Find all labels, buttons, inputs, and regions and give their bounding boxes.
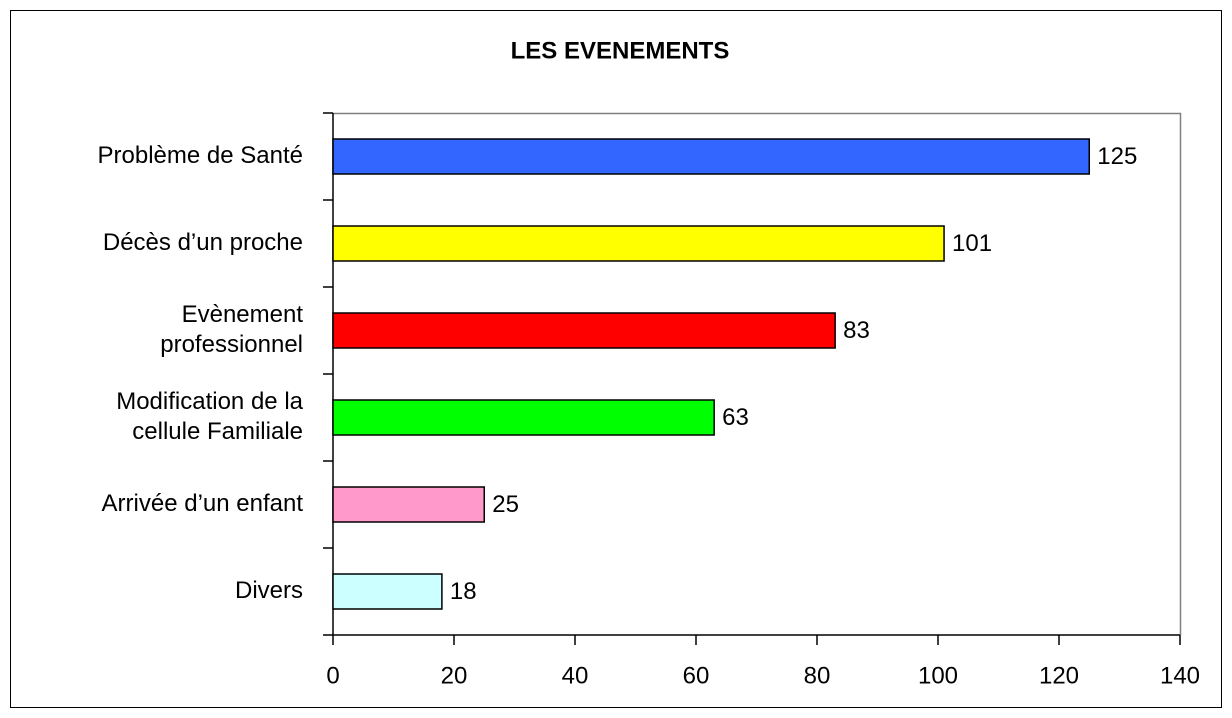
y-tick-label: Arrivée d’un enfant	[102, 490, 304, 517]
value-label: 25	[492, 491, 519, 518]
value-label: 125	[1097, 143, 1137, 170]
y-tick-label: Modification de la	[116, 388, 303, 415]
bar	[332, 573, 443, 610]
x-tick-label: 0	[326, 662, 339, 689]
bar	[332, 225, 945, 262]
x-tick-label: 100	[918, 662, 958, 689]
y-tick-label: Décès d’un proche	[103, 229, 303, 256]
bar	[332, 399, 715, 436]
value-label: 63	[722, 404, 749, 431]
y-tick-label: cellule Familiale	[132, 418, 303, 445]
plot-border	[333, 112, 1182, 635]
x-tick-label: 80	[804, 662, 831, 689]
y-tick-label: Problème de Santé	[98, 142, 303, 169]
x-tick-label: 60	[683, 662, 710, 689]
x-tick-label: 120	[1039, 662, 1079, 689]
y-tick-label: Divers	[235, 577, 303, 604]
value-label: 83	[843, 317, 870, 344]
value-label: 18	[450, 578, 477, 605]
value-label: 101	[952, 230, 992, 257]
x-tick-label: 20	[441, 662, 468, 689]
bar	[332, 138, 1090, 175]
y-tick-label: Evènement	[182, 301, 304, 328]
chart-border	[10, 10, 1222, 708]
bar	[332, 486, 485, 523]
x-tick-label: 40	[562, 662, 589, 689]
chart-title: LES EVENEMENTS	[511, 37, 730, 64]
x-tick-label: 140	[1160, 662, 1200, 689]
y-tick-label: professionnel	[160, 331, 303, 358]
bar	[332, 312, 836, 349]
